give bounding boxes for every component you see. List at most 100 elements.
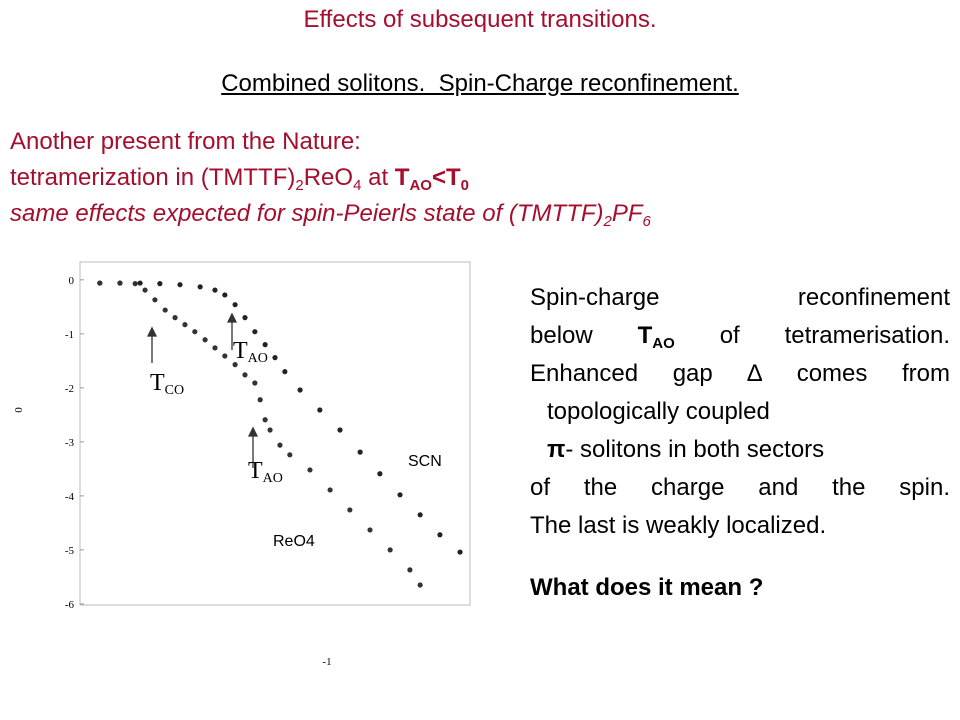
- text: - solitons in both sectors: [565, 436, 825, 463]
- data-point: [192, 329, 198, 335]
- data-point: [437, 532, 443, 538]
- text: T: [233, 338, 248, 364]
- data-point: [387, 547, 393, 553]
- text: T: [248, 458, 263, 484]
- text: What does it mean ?: [530, 574, 764, 601]
- data-point: [152, 297, 158, 303]
- data-point: [212, 345, 218, 351]
- subscript: AO: [409, 177, 432, 194]
- data-point: [222, 353, 228, 359]
- text: reconfinement: [797, 284, 950, 311]
- data-point: [212, 287, 218, 293]
- plot-frame: [79, 261, 471, 606]
- text: comes from: [796, 360, 951, 387]
- arrow-head: [247, 426, 259, 437]
- text: below: [530, 322, 593, 349]
- data-point: [287, 452, 293, 458]
- data-point: [262, 342, 268, 348]
- data-point: [242, 315, 248, 321]
- data-point: [162, 307, 168, 313]
- body-line: π- solitons in both sectors: [547, 436, 960, 464]
- data-point: [172, 315, 178, 321]
- text: Spin-charge: [530, 284, 660, 311]
- subscript: 4: [353, 177, 362, 194]
- text: of the charge and the spin.: [530, 474, 950, 501]
- x-axis-label: -1: [322, 656, 331, 668]
- arrow-head: [146, 326, 158, 337]
- subscript: CO: [165, 383, 184, 398]
- y-tick-label: -1: [65, 329, 74, 341]
- text: at: [361, 164, 395, 191]
- y-tick-label: -2: [65, 383, 74, 395]
- data-point: [177, 282, 183, 288]
- data-point: [297, 387, 303, 393]
- data-point: [267, 427, 273, 433]
- data-point: [157, 281, 163, 287]
- question: What does it mean ?: [530, 574, 950, 602]
- y-tick-label: 0: [69, 275, 75, 287]
- subscript: 6: [642, 213, 651, 230]
- data-point: [137, 280, 143, 286]
- text: tetramerization in (TMTTF): [10, 164, 296, 191]
- text: T: [637, 322, 653, 349]
- data-point: [367, 527, 373, 533]
- arrow-head: [226, 312, 238, 323]
- body-line: of the charge and the spin.: [530, 474, 950, 502]
- data-point: [407, 567, 413, 573]
- intro-line: Another present from the Nature:: [10, 128, 361, 156]
- subtitle: Combined solitons. Spin-Charge reconfine…: [221, 70, 739, 97]
- y-tick-label: -5: [65, 545, 75, 557]
- data-point: [142, 287, 148, 293]
- text: ReO: [303, 164, 354, 191]
- text: ∆: [747, 360, 763, 387]
- y-axis-label: 0: [13, 407, 25, 413]
- data-point: [417, 512, 423, 518]
- data-point: [252, 380, 258, 386]
- data-point: [182, 322, 188, 328]
- data-point: [377, 471, 383, 477]
- subscript: 2: [603, 213, 612, 230]
- data-point: [117, 280, 123, 286]
- data-point: [202, 337, 208, 343]
- data-point: [232, 362, 238, 368]
- data-point: [357, 449, 363, 455]
- text: π: [547, 436, 566, 463]
- data-point: [347, 507, 353, 513]
- text: PF: [611, 200, 643, 227]
- data-point: [97, 280, 103, 286]
- text: T: [394, 164, 410, 191]
- data-point: [307, 467, 313, 473]
- data-point: [317, 407, 323, 413]
- subscript: AO: [263, 471, 283, 486]
- subscript: AO: [248, 351, 268, 366]
- body-line: The last is weakly localized.: [530, 512, 950, 540]
- arrows: [146, 312, 259, 468]
- data-point: [457, 549, 463, 555]
- subscript: 0: [460, 177, 469, 194]
- intro-line: same effects expected for spin-Peierls s…: [10, 200, 651, 230]
- text: of tetramerisation.: [719, 322, 951, 349]
- data-point: [232, 302, 238, 308]
- annotation: TAO: [248, 458, 283, 486]
- annotation: TCO: [150, 370, 184, 398]
- body-line: Enhanced gap ∆ comes from: [530, 360, 950, 388]
- text: T: [150, 370, 165, 396]
- text: Enhanced gap: [530, 360, 713, 387]
- title: Effects of subsequent transitions.: [303, 6, 657, 33]
- data-point: [132, 281, 138, 287]
- text: same effects expected for spin-Peierls s…: [10, 200, 604, 227]
- series-label: SCN: [408, 453, 442, 470]
- body-line: below TAO of tetramerisation.: [530, 322, 951, 352]
- data-point: [252, 329, 258, 335]
- subscript: AO: [652, 335, 675, 352]
- annotation: TAO: [233, 338, 268, 366]
- data-point: [327, 487, 333, 493]
- text: Another present from the Nature:: [10, 128, 361, 155]
- data-point: [397, 492, 403, 498]
- text: The last is weakly localized.: [530, 512, 827, 539]
- data-point: [197, 284, 203, 290]
- data-point: [272, 355, 278, 361]
- data-point: [222, 292, 228, 298]
